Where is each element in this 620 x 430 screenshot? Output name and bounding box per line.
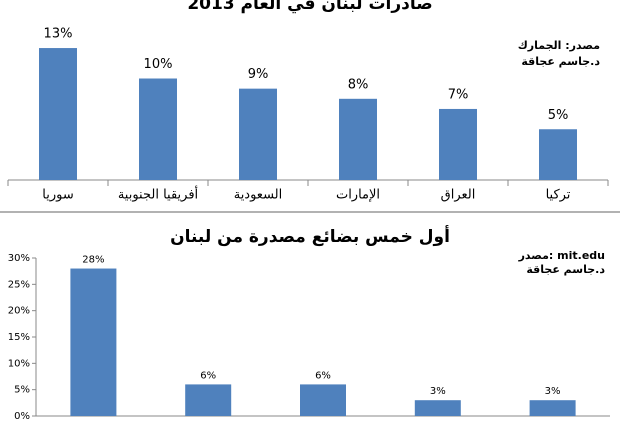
bar: [539, 129, 577, 180]
value-label: 7%: [448, 87, 469, 102]
source: مصدر: الجمارك: [518, 39, 600, 52]
source: د.جاسم عجاقة: [526, 263, 605, 276]
y-tick-label: 30%: [8, 253, 30, 264]
bar: [300, 384, 346, 416]
y-tick-label: 0%: [14, 411, 30, 422]
value-label: 8%: [348, 77, 369, 92]
x-tick-label: أفريقيا الجنوبية: [118, 186, 198, 203]
bar: [529, 400, 576, 416]
source: مصدر: mit.edu: [518, 249, 605, 262]
bar: [239, 88, 277, 180]
bar: [414, 400, 461, 416]
y-tick-label: 5%: [14, 385, 30, 396]
chart-title: صادرات لبنان في العام 2013: [187, 0, 432, 14]
value-label: 3%: [545, 386, 561, 397]
y-tick-label: 25%: [8, 279, 30, 290]
value-label: 9%: [248, 67, 269, 82]
bar: [70, 268, 117, 416]
source: د.جاسم عجاقة: [521, 55, 600, 68]
x-tick-label: تركيا: [546, 188, 571, 203]
value-label: 6%: [200, 370, 216, 381]
value-label: 13%: [44, 27, 73, 42]
y-tick-label: 20%: [8, 306, 30, 317]
value-label: 3%: [430, 386, 446, 397]
x-tick-label: العراق: [441, 188, 476, 203]
bar: [439, 108, 477, 180]
bar: [39, 48, 77, 180]
chart-title: أول خمس بضائع مصدرة من لبنان: [170, 225, 450, 247]
value-label: 28%: [82, 255, 104, 266]
y-tick-label: 15%: [8, 332, 30, 343]
x-tick-label: سوريا: [42, 188, 73, 203]
bar: [139, 78, 177, 180]
value-label: 5%: [548, 108, 569, 123]
value-label: 10%: [144, 57, 173, 72]
bar: [185, 384, 232, 416]
x-tick-label: السعودية: [234, 188, 283, 203]
y-tick-label: 10%: [8, 358, 30, 369]
x-tick-label: الإمارات: [336, 188, 380, 203]
bar: [339, 98, 377, 180]
value-label: 6%: [315, 370, 331, 381]
